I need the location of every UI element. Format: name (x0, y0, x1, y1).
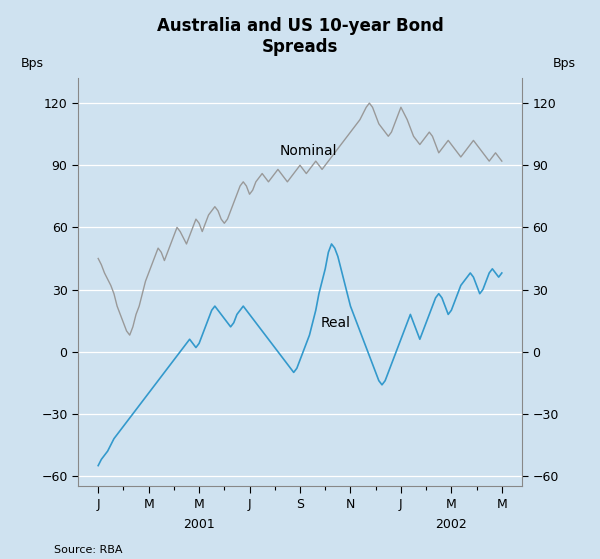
Text: Australia and US 10-year Bond
Spreads: Australia and US 10-year Bond Spreads (157, 17, 443, 55)
Text: Real: Real (320, 316, 350, 330)
Text: Bps: Bps (20, 57, 43, 70)
Text: Bps: Bps (552, 57, 575, 70)
Text: Nominal: Nominal (280, 144, 337, 158)
Text: 2001: 2001 (183, 518, 215, 531)
Text: 2002: 2002 (436, 518, 467, 531)
Text: Source: RBA: Source: RBA (54, 546, 122, 556)
